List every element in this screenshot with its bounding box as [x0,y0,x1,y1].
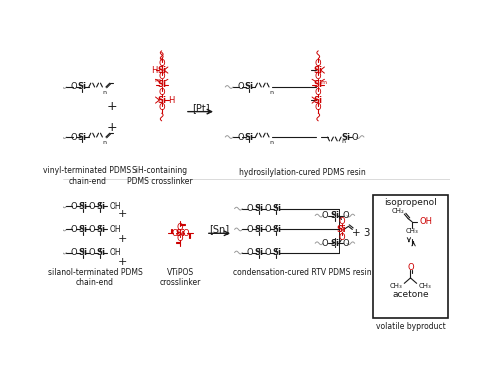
Text: Si: Si [244,132,253,141]
Text: O: O [71,202,78,211]
Text: Si: Si [176,229,185,238]
Text: [Sn]: [Sn] [209,224,229,234]
Text: O: O [158,59,165,68]
Text: O: O [172,229,178,238]
Text: n: n [342,139,346,144]
Text: + 3: + 3 [352,228,370,238]
Text: Si: Si [342,132,350,141]
Text: Si: Si [254,248,263,257]
Text: O: O [182,229,189,238]
Text: O: O [352,132,358,141]
Text: O: O [158,103,165,112]
Text: silanol-terminated PDMS
chain-end: silanol-terminated PDMS chain-end [48,268,142,287]
Text: Si: Si [157,80,166,89]
Text: Si: Si [254,204,263,213]
Text: CH₃: CH₃ [406,228,418,234]
Text: SiH-containing
PDMS crosslinker: SiH-containing PDMS crosslinker [126,166,192,186]
Text: O: O [315,59,322,68]
Text: O: O [71,248,78,257]
Text: O: O [177,224,184,232]
Text: Si: Si [331,211,340,220]
Text: +: + [118,234,127,244]
Text: O: O [177,234,184,243]
Text: O: O [264,204,271,213]
Text: O: O [264,248,271,257]
Text: m: m [320,80,326,85]
Text: H: H [168,96,174,105]
Text: O: O [71,132,78,141]
Text: VTiPOS
crosslinker: VTiPOS crosslinker [160,268,201,287]
Text: Si: Si [331,239,340,248]
Text: O: O [315,73,322,81]
Text: Si: Si [272,248,281,257]
Text: Si: Si [78,248,87,257]
Text: O: O [238,83,244,92]
Text: isopropenol: isopropenol [384,198,437,207]
Text: O: O [322,211,328,220]
Text: O: O [238,132,244,141]
Text: O: O [322,239,328,248]
Text: Si: Si [314,96,323,105]
Text: Si: Si [157,65,166,74]
Text: Si: Si [96,202,105,211]
Text: O: O [264,225,271,234]
Text: hydrosilylation-cured PDMS resin: hydrosilylation-cured PDMS resin [240,168,366,177]
Text: O: O [342,211,348,220]
Text: n: n [102,90,106,95]
Text: Si: Si [314,80,323,89]
Text: O: O [158,88,165,97]
Text: O: O [246,204,254,213]
Text: volatile byproduct: volatile byproduct [376,322,446,331]
Text: n: n [102,140,106,145]
Text: O: O [338,217,345,226]
Text: CH₃: CH₃ [389,283,402,289]
Text: O: O [246,248,254,257]
Text: condensation-cured RTV PDMS resin: condensation-cured RTV PDMS resin [234,268,372,277]
Text: Si: Si [314,65,323,74]
Text: vinyl-terminated PDMS
chain-end: vinyl-terminated PDMS chain-end [43,166,132,186]
Text: OH: OH [420,217,433,226]
Text: O: O [407,263,414,272]
Text: m: m [154,77,160,83]
Text: Si: Si [244,83,253,92]
Text: Si: Si [78,225,87,234]
Text: CH₂: CH₂ [392,208,404,214]
Text: Si: Si [272,225,281,234]
Text: OH: OH [110,225,122,234]
Text: Si: Si [78,202,87,211]
Text: O: O [88,225,96,234]
Text: +: + [107,121,118,134]
Text: +: + [118,209,127,219]
Text: Si: Si [336,225,346,234]
Text: n: n [269,90,273,95]
FancyBboxPatch shape [372,195,448,318]
Text: Si: Si [254,225,263,234]
Text: CH₃: CH₃ [419,283,432,289]
Text: O: O [71,83,78,92]
Text: +: + [107,100,118,113]
Text: O: O [246,225,254,234]
Text: O: O [88,248,96,257]
Text: acetone: acetone [392,291,429,299]
Text: Si: Si [272,204,281,213]
Text: Si: Si [78,83,86,92]
Text: O: O [342,239,348,248]
Text: n: n [269,140,273,145]
Text: OH: OH [110,248,122,257]
Text: OH: OH [110,202,122,211]
Text: Si: Si [96,225,105,234]
Text: +: + [118,257,127,267]
Text: O: O [315,103,322,112]
Text: H: H [151,65,157,74]
Text: O: O [71,225,78,234]
Text: O: O [338,232,345,242]
Text: O: O [315,88,322,97]
Text: Si: Si [157,96,166,105]
Text: O: O [158,73,165,81]
Text: [Pt]: [Pt] [192,103,210,113]
Text: Si: Si [78,132,86,141]
Text: Si: Si [96,248,105,257]
Text: O: O [88,202,96,211]
